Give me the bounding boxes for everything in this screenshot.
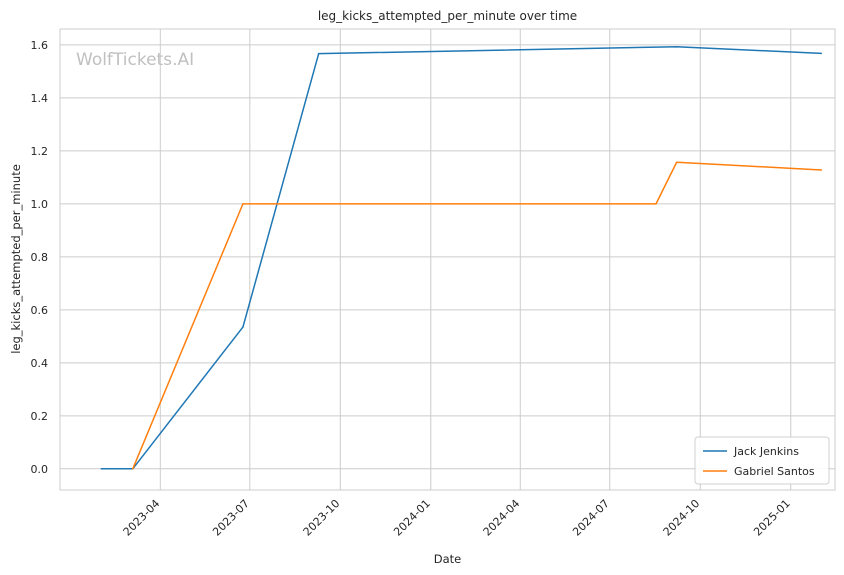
plot-area-frame <box>59 28 836 491</box>
y-tick-label: 1.0 <box>31 198 49 211</box>
y-axis-title: leg_kicks_attempted_per_minute <box>9 164 23 354</box>
legend: Jack Jenkins Gabriel Santos <box>694 436 830 485</box>
y-tick-label: 1.6 <box>31 39 49 52</box>
series-lines <box>100 45 823 470</box>
y-tick-label: 0.4 <box>31 357 49 370</box>
legend-label-gabriel-santos: Gabriel Santos <box>734 465 815 478</box>
data-point <box>131 468 134 470</box>
data-point <box>655 203 657 205</box>
y-tick-label: 0.8 <box>31 251 49 264</box>
data-point <box>675 45 678 48</box>
chart-title: leg_kicks_attempted_per_minute over time <box>318 9 577 23</box>
data-point <box>242 326 244 328</box>
y-tick-label: 0.0 <box>31 463 49 476</box>
data-point <box>317 52 320 55</box>
watermark: WolfTickets.AI <box>76 50 194 70</box>
y-tick-label: 0.6 <box>31 304 49 317</box>
y-tick-label: 1.4 <box>31 92 49 105</box>
data-point <box>242 203 244 205</box>
data-point <box>820 169 823 171</box>
legend-box <box>694 436 830 485</box>
legend-label-jack-jenkins: Jack Jenkins <box>733 445 799 458</box>
y-tick-label: 1.2 <box>31 145 49 158</box>
x-axis-title: Date <box>434 552 462 566</box>
data-point <box>820 52 823 55</box>
data-point <box>100 468 103 470</box>
data-point <box>675 161 678 164</box>
series-line-jack-jenkins <box>101 46 822 470</box>
y-tick-label: 0.2 <box>31 410 49 423</box>
